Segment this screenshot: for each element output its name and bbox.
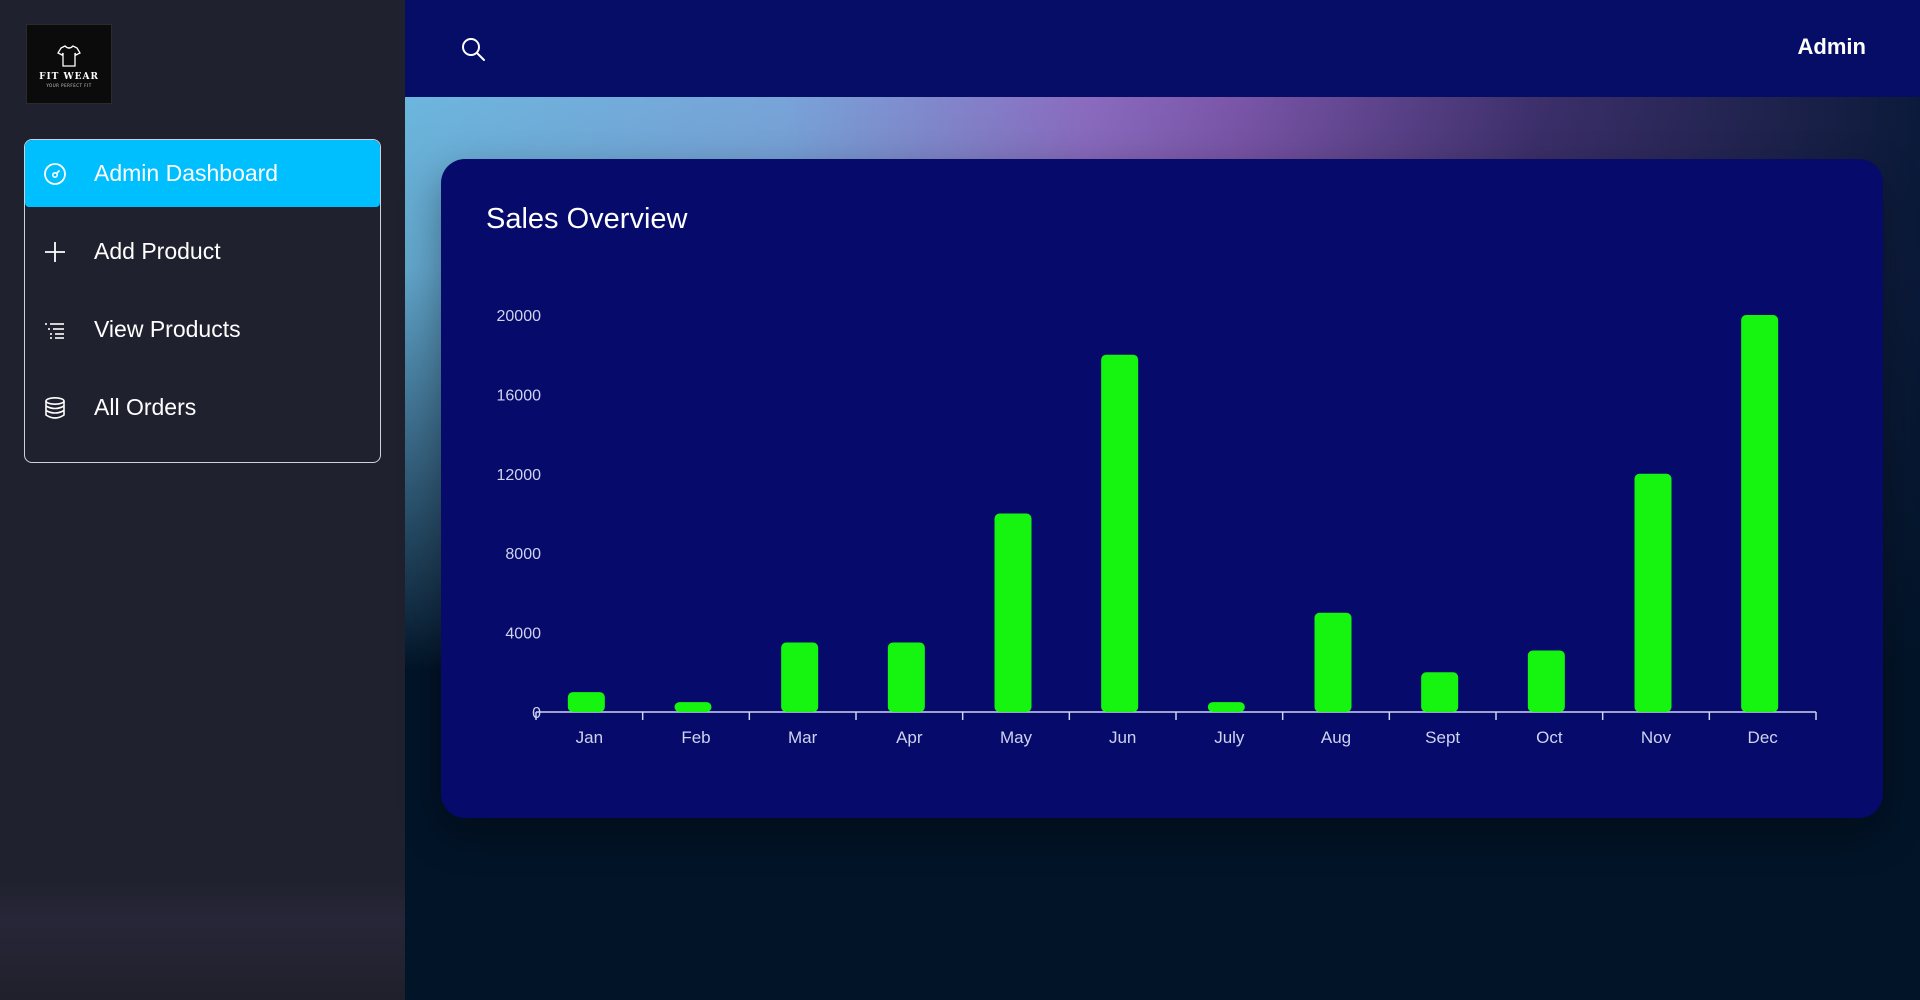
x-tick-label: Feb bbox=[681, 728, 710, 747]
bar-mar bbox=[781, 642, 819, 712]
bar-apr bbox=[887, 642, 925, 712]
user-menu[interactable]: Admin bbox=[1797, 34, 1866, 59]
sidebar-item-all-orders[interactable]: All Orders bbox=[25, 374, 380, 441]
topbar: Admin bbox=[405, 0, 1920, 97]
sidebar-item-label: View Products bbox=[94, 316, 241, 342]
x-tick-label: Aug bbox=[1321, 728, 1351, 747]
x-tick-label: Jan bbox=[576, 728, 603, 747]
x-tick-label: Mar bbox=[788, 728, 818, 747]
sidebar-item-label: Admin Dashboard bbox=[94, 160, 279, 186]
tshirt-icon bbox=[57, 45, 81, 67]
sales-chart: 040008000120001600020000JanFebMarAprMayJ… bbox=[497, 308, 1817, 747]
bar-dec bbox=[1741, 315, 1779, 712]
x-tick-label: Nov bbox=[1641, 728, 1672, 747]
x-tick-label: Apr bbox=[896, 728, 923, 747]
logo-brand: FIT WEAR bbox=[39, 72, 99, 82]
bar-jun bbox=[1101, 354, 1139, 712]
sidebar-menu: Admin Dashboard Add Product View Product… bbox=[24, 139, 381, 463]
bar-may bbox=[994, 513, 1032, 712]
sidebar-item-label: Add Product bbox=[94, 238, 221, 264]
sales-overview-card: Sales Overview 040008000120001600020000J… bbox=[441, 159, 1883, 818]
bar-sept bbox=[1421, 672, 1459, 712]
bar-jan bbox=[567, 692, 605, 712]
gauge-icon bbox=[42, 161, 68, 187]
plus-icon bbox=[42, 239, 68, 265]
x-tick-label: Dec bbox=[1748, 728, 1779, 747]
x-tick-label: Jun bbox=[1109, 728, 1136, 747]
x-tick-label: July bbox=[1214, 728, 1245, 747]
sidebar-item-view-products[interactable]: View Products bbox=[25, 296, 380, 363]
x-tick-label: May bbox=[1000, 728, 1033, 747]
card-title: Sales Overview bbox=[486, 203, 688, 235]
sidebar-item-add-product[interactable]: Add Product bbox=[25, 218, 380, 285]
y-tick-label: 20000 bbox=[497, 308, 542, 325]
bar-nov bbox=[1634, 473, 1672, 712]
logo[interactable]: FIT WEAR YOUR PERFECT FIT bbox=[26, 24, 112, 104]
y-tick-label: 12000 bbox=[497, 467, 542, 484]
search-icon[interactable] bbox=[459, 35, 487, 63]
y-tick-label: 4000 bbox=[505, 626, 541, 643]
y-tick-label: 16000 bbox=[497, 387, 542, 404]
y-tick-label: 8000 bbox=[505, 546, 541, 563]
bar-july bbox=[1207, 702, 1245, 712]
list-icon bbox=[42, 317, 68, 343]
bar-aug bbox=[1314, 612, 1352, 712]
database-icon bbox=[42, 395, 68, 421]
bar-oct bbox=[1527, 650, 1565, 712]
bar-feb bbox=[674, 702, 712, 712]
logo-tagline: YOUR PERFECT FIT bbox=[46, 83, 92, 88]
sidebar: FIT WEAR YOUR PERFECT FIT Admin Dashboar… bbox=[0, 0, 405, 1000]
sidebar-item-admin-dashboard[interactable]: Admin Dashboard bbox=[25, 140, 380, 207]
x-tick-label: Sept bbox=[1425, 728, 1460, 747]
sidebar-item-label: All Orders bbox=[94, 394, 197, 420]
x-tick-label: Oct bbox=[1536, 728, 1563, 747]
